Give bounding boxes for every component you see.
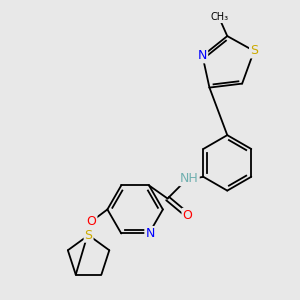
Text: NH: NH	[180, 172, 199, 185]
Text: N: N	[145, 227, 155, 240]
Text: CH₃: CH₃	[210, 12, 228, 22]
Text: S: S	[250, 44, 258, 57]
Text: S: S	[85, 229, 93, 242]
Text: O: O	[182, 209, 192, 222]
Text: O: O	[87, 215, 97, 228]
Text: N: N	[198, 50, 207, 62]
